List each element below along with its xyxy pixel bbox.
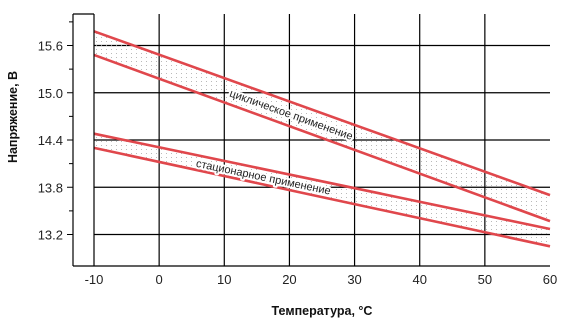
y-tick-label: 13.8 [38, 180, 63, 195]
y-axis-title: Напряжение, В [6, 71, 20, 163]
x-tick-label: 60 [543, 272, 557, 287]
y-tick-label: 15.6 [38, 39, 63, 54]
tick-labels: -10 0 10 20 30 40 50 60 13.2 13.8 14.4 15.0 15.6 [38, 39, 558, 288]
x-tick-label: 40 [412, 272, 426, 287]
y-tick-label: 13.2 [38, 228, 63, 243]
band-upper-line [93, 132, 551, 231]
x-tick-label: 30 [347, 272, 361, 287]
x-tick-label: -10 [85, 272, 104, 287]
x-tick-label: 20 [282, 272, 296, 287]
grid [94, 14, 550, 266]
band-fill [94, 133, 550, 247]
band-lower-line [93, 146, 551, 248]
band-fill [94, 31, 550, 222]
band-fills [94, 31, 550, 247]
y-tick-label: 15.0 [38, 86, 63, 101]
x-axis-title: Температура, °C [272, 304, 373, 318]
band-lines [93, 30, 551, 248]
band-lower-line [93, 53, 551, 223]
y-tick-label: 14.4 [38, 133, 63, 148]
band-upper-line [93, 30, 551, 197]
band-label: циклическое применение [228, 88, 354, 143]
x-tick-label: 10 [217, 272, 231, 287]
axes [67, 13, 550, 267]
x-tick-label: 50 [478, 272, 492, 287]
x-tick-label: 0 [156, 272, 163, 287]
band-label: стационарное применение [195, 158, 332, 198]
